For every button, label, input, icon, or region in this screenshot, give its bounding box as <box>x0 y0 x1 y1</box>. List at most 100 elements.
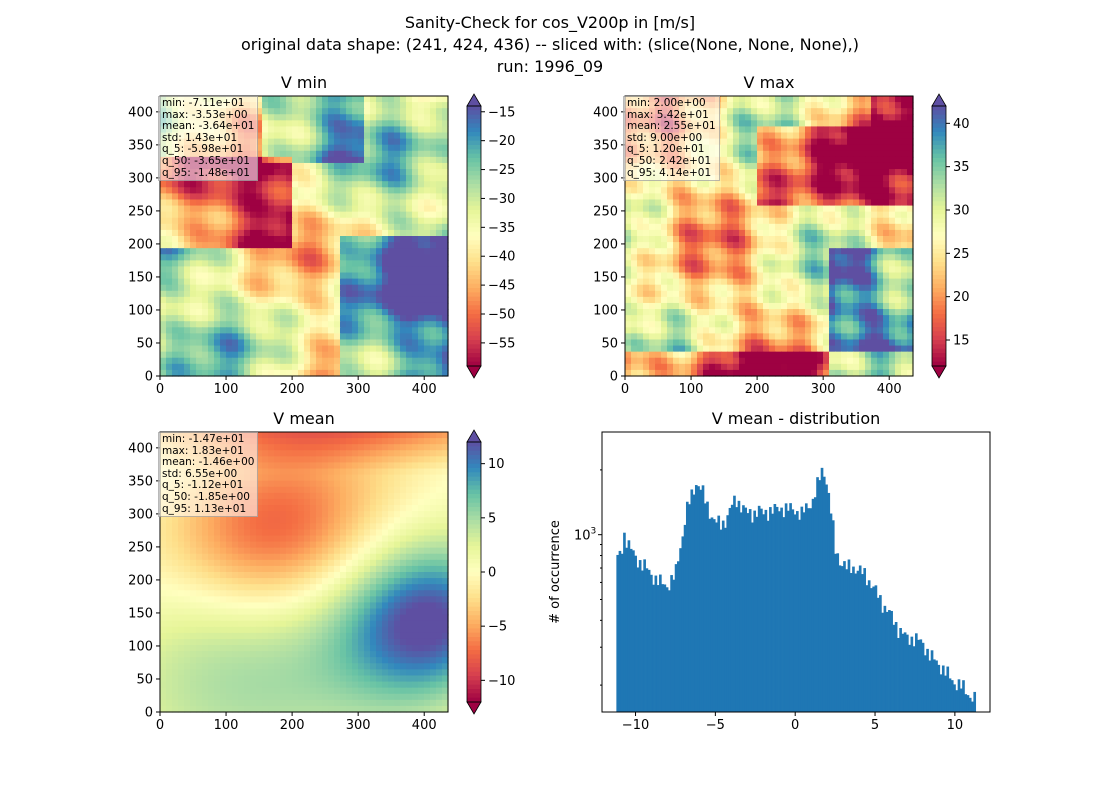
heatmap-cell <box>160 248 167 255</box>
heatmap-cell <box>835 302 842 310</box>
heatmap-cell <box>625 260 632 268</box>
heatmap-cell <box>817 315 824 322</box>
heatmap-cell <box>358 217 365 225</box>
heatmap-cell <box>901 175 908 182</box>
heatmap-cell <box>817 120 824 128</box>
heatmap-cell <box>703 242 710 249</box>
heatmap-cell <box>709 217 716 225</box>
heatmap-cell <box>859 199 866 207</box>
heatmap-cell <box>889 126 896 134</box>
heatmap-cell <box>346 114 353 121</box>
colorbar-segment <box>467 327 481 332</box>
heatmap-cell <box>637 345 644 353</box>
heatmap-cell <box>889 108 896 115</box>
heatmap-cell <box>358 333 365 341</box>
heatmap-cell <box>424 450 431 457</box>
heatmap-cell <box>262 248 269 255</box>
heatmap-cell <box>370 468 377 476</box>
heatmap-cell <box>883 272 890 280</box>
heatmap-cell <box>370 132 377 140</box>
heatmap-cell <box>829 290 836 298</box>
heatmap-cell <box>715 357 722 365</box>
heatmap-cell <box>775 150 782 158</box>
heatmap-cell <box>739 193 746 201</box>
heatmap-cell <box>655 296 662 304</box>
heatmap-cell <box>322 266 329 274</box>
heatmap-cell <box>352 138 359 146</box>
heatmap-cell <box>166 345 173 353</box>
heatmap-cell <box>877 132 884 140</box>
heatmap-cell <box>817 229 824 237</box>
heatmap-cell <box>274 351 281 359</box>
heatmap-cell <box>334 156 341 164</box>
heatmap-cell <box>346 266 353 274</box>
heatmap-cell <box>805 260 812 268</box>
heatmap-cell <box>262 169 269 176</box>
heatmap-cell <box>829 205 836 213</box>
heatmap-cell <box>346 438 353 445</box>
heatmap-cell <box>370 114 377 121</box>
heatmap-cell <box>214 345 221 353</box>
heatmap-cell <box>877 102 884 109</box>
colorbar-segment <box>467 348 481 354</box>
heatmap-cell <box>256 315 263 322</box>
heatmap-cell <box>685 248 692 255</box>
heatmap-cell <box>643 290 650 298</box>
heatmap-cell <box>823 357 830 365</box>
heatmap-cell <box>655 211 662 219</box>
heatmap-cell <box>334 162 341 170</box>
heatmap-cell <box>745 132 752 140</box>
heatmap-cell <box>274 248 281 255</box>
heatmap-cell <box>214 369 221 377</box>
x-tick-label: 200 <box>745 382 770 397</box>
heatmap-cell <box>406 138 413 146</box>
heatmap-cell <box>745 150 752 158</box>
heatmap-cell <box>901 156 908 164</box>
heatmap-cell <box>661 357 668 365</box>
heatmap-cell <box>901 205 908 213</box>
heatmap-cell <box>721 132 728 140</box>
heatmap-cell <box>400 187 407 194</box>
heatmap-cell <box>316 242 323 249</box>
colorbar-segment <box>467 257 481 263</box>
heatmap-cell <box>871 217 878 225</box>
heatmap-cell <box>835 162 842 170</box>
heatmap-cell <box>889 248 896 255</box>
y-tick-label: 300 <box>593 171 618 186</box>
heatmap-cell <box>829 296 836 304</box>
heatmap-cell <box>298 450 305 457</box>
heatmap-cell <box>340 345 347 353</box>
heatmap-cell <box>739 229 746 237</box>
heatmap-cell <box>418 248 425 255</box>
heatmap-cell <box>895 126 902 134</box>
colorbar-segment <box>932 244 946 250</box>
heatmap-cell <box>418 102 425 109</box>
heatmap-cell <box>304 260 311 268</box>
heatmap-cell <box>370 309 377 316</box>
heatmap-cell <box>727 309 734 316</box>
heatmap-cell <box>853 211 860 219</box>
heatmap-cell <box>268 266 275 274</box>
y-tick-label: 100 <box>128 303 153 318</box>
heatmap-cell <box>292 211 299 219</box>
heatmap-cell <box>442 315 449 322</box>
heatmap-cell <box>322 327 329 334</box>
heatmap-cell <box>643 205 650 213</box>
heatmap-cell <box>214 217 221 225</box>
heatmap-cell <box>412 321 419 328</box>
heatmap-cell <box>625 278 632 286</box>
heatmap-cell <box>859 296 866 304</box>
heatmap-cell <box>865 333 872 341</box>
heatmap-cell <box>190 321 197 328</box>
heatmap-cell <box>811 175 818 182</box>
heatmap-cell <box>286 284 293 292</box>
heatmap-cell <box>262 302 269 310</box>
heatmap-cell <box>847 229 854 237</box>
heatmap-cell <box>250 315 257 322</box>
heatmap-cell <box>190 309 197 316</box>
heatmap-cell <box>715 248 722 255</box>
heatmap-cell <box>412 102 419 109</box>
colorbar-segment <box>467 175 481 181</box>
heatmap-cell <box>871 114 878 121</box>
heatmap-cell <box>787 156 794 164</box>
